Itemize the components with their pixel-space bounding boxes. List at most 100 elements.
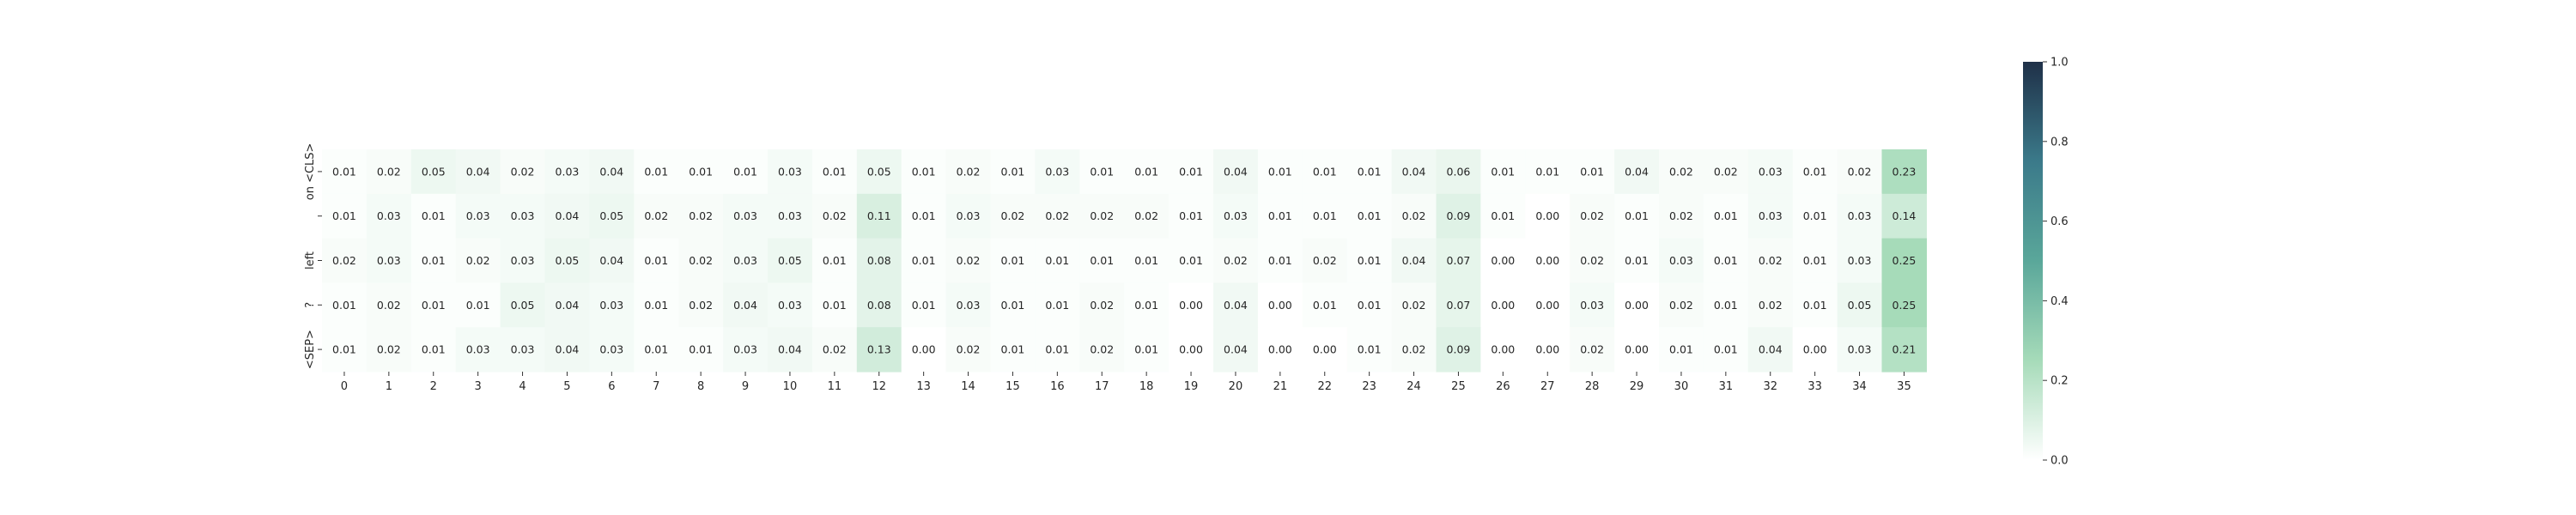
cell-value-label: 0.00 [1535, 299, 1559, 312]
heatmap-cell [1614, 193, 1660, 239]
heatmap-cell [634, 282, 679, 328]
cell-value-label: 0.01 [823, 299, 847, 312]
x-tick-label: 12 [872, 380, 886, 393]
cell-value-label: 0.25 [1893, 299, 1917, 312]
heatmap-cell [544, 149, 590, 195]
cell-value-label: 0.01 [1803, 165, 1827, 178]
heatmap-cell [500, 149, 546, 195]
cell-value-label: 0.04 [1402, 165, 1426, 178]
cell-value-label: 0.02 [1714, 165, 1738, 178]
x-tick-label: 9 [742, 380, 749, 393]
cell-value-label: 0.01 [1045, 254, 1069, 267]
cell-value-label: 0.00 [912, 343, 936, 356]
heatmap-cell [1525, 327, 1571, 373]
x-tick-label: 28 [1585, 380, 1600, 393]
heatmap-cell [366, 282, 412, 328]
heatmap-cell [589, 149, 635, 195]
heatmap-cell [1124, 149, 1170, 195]
cell-value-label: 0.02 [957, 254, 981, 267]
cell-value-label: 0.01 [1358, 254, 1382, 267]
cell-value-label: 0.03 [957, 209, 981, 222]
heatmap-cell [634, 149, 679, 195]
cell-value-label: 0.00 [1491, 299, 1515, 312]
cell-value-label: 0.02 [1669, 165, 1693, 178]
y-tick-label: left [304, 251, 317, 270]
x-tick-label: 2 [430, 380, 437, 393]
heatmap-cell [634, 327, 679, 373]
cell-value-label: 0.03 [778, 165, 802, 178]
cell-value-label: 0.03 [599, 299, 623, 312]
x-tick-label: 3 [475, 380, 482, 393]
heatmap-cell [1257, 193, 1303, 239]
cell-value-label: 0.02 [1402, 299, 1426, 312]
heatmap-cell [1124, 282, 1170, 328]
heatmap-cell [1480, 238, 1526, 283]
x-tick-label: 33 [1807, 380, 1822, 393]
heatmap-cell [1614, 327, 1660, 373]
cell-value-label: 0.00 [1625, 343, 1649, 356]
heatmap-cell [1169, 238, 1214, 283]
y-axis: on <CLS> left? <SEP> [304, 143, 322, 369]
cell-value-label: 0.02 [332, 254, 356, 267]
heatmap-cell [1302, 282, 1348, 328]
heatmap-cell [410, 282, 457, 328]
cell-value-label: 0.01 [1714, 299, 1738, 312]
cell-value-label: 0.01 [1045, 299, 1069, 312]
cell-value-label: 0.06 [1447, 165, 1471, 178]
cell-value-label: 0.01 [689, 343, 713, 356]
cell-value-label: 0.05 [511, 299, 535, 312]
heatmap-cell [1346, 282, 1393, 328]
heatmap-cell [990, 327, 1036, 373]
colorbar-tick-label: 0.8 [2050, 136, 2069, 148]
colorbar-tick-label: 0.4 [2050, 295, 2069, 308]
cell-value-label: 0.03 [957, 299, 981, 312]
colorbar-tick-label: 0.6 [2050, 215, 2069, 228]
cell-value-label: 0.01 [644, 165, 668, 178]
cell-value-label: 0.04 [1759, 343, 1783, 356]
cell-value-label: 0.01 [912, 299, 936, 312]
cell-value-label: 0.03 [1848, 209, 1872, 222]
cell-value-label: 0.00 [1313, 343, 1337, 356]
x-tick-label: 23 [1362, 380, 1376, 393]
cell-value-label: 0.01 [912, 209, 936, 222]
heatmap-cell [634, 193, 679, 239]
heatmap-cell [366, 327, 412, 373]
cell-value-label: 0.01 [466, 299, 490, 312]
heatmap-cell [678, 282, 724, 328]
heatmap-cell [1079, 238, 1125, 283]
heatmap-cell [1213, 193, 1259, 239]
cell-value-label: 0.01 [912, 165, 936, 178]
cell-value-label: 0.01 [1535, 165, 1559, 178]
cell-value-label: 0.03 [377, 209, 401, 222]
cell-value-label: 0.09 [1447, 343, 1471, 356]
x-tick-label: 20 [1229, 380, 1243, 393]
cell-value-label: 0.04 [1224, 343, 1248, 356]
x-tick-label: 26 [1496, 380, 1510, 393]
heatmap-cell [811, 238, 858, 283]
cell-value-label: 0.01 [332, 165, 356, 178]
heatmap-cell [945, 149, 992, 195]
heatmap-cell [366, 149, 412, 195]
cell-value-label: 0.05 [422, 165, 446, 178]
heatmap-cell [1837, 327, 1883, 373]
cell-value-label: 0.02 [1090, 299, 1114, 312]
cell-value-label: 0.03 [1759, 165, 1783, 178]
heatmap-cell [990, 193, 1036, 239]
cell-value-label: 0.04 [556, 343, 580, 356]
cell-value-label: 0.02 [1848, 165, 1872, 178]
cell-value-label: 0.01 [422, 254, 446, 267]
cell-value-label: 0.01 [1313, 165, 1337, 178]
cell-value-label: 0.01 [1134, 299, 1158, 312]
cell-value-label: 0.01 [1001, 299, 1025, 312]
heatmap-cell [1480, 282, 1526, 328]
cell-value-label: 0.03 [1669, 254, 1693, 267]
cell-value-label: 0.07 [1447, 299, 1471, 312]
heatmap-cell [678, 149, 724, 195]
heatmap-cell [1570, 193, 1615, 239]
cell-value-label: 0.01 [1714, 209, 1738, 222]
heatmap-cell [1614, 149, 1660, 195]
heatmap-cell [1169, 327, 1214, 373]
heatmap-cell [1213, 282, 1259, 328]
cell-value-label: 0.02 [377, 165, 401, 178]
heatmap-cell [589, 238, 635, 283]
